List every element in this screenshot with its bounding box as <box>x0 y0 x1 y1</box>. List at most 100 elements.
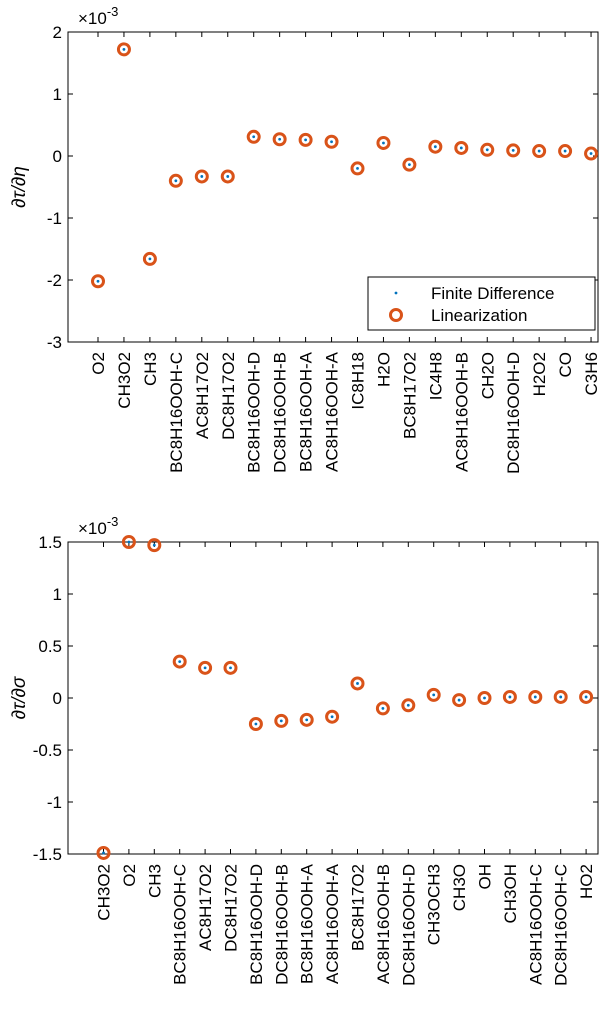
y-tick-label: 1.5 <box>38 533 62 552</box>
linearization-point <box>375 701 390 716</box>
finite-difference-point <box>408 163 411 167</box>
linearization-point <box>477 691 492 705</box>
linearization-point <box>96 845 111 860</box>
linearization-point <box>325 709 340 724</box>
chart-panel-2: -1.5 -1 -0.5 0 0.5 1 1.5 ×10-3 ∂τ/∂σ CH3O2 O2 CH3 BC… <box>9 514 599 986</box>
linearization-point <box>350 676 365 691</box>
finite-difference-point <box>252 135 256 139</box>
finite-difference-point <box>485 148 489 152</box>
x-tick-label: HO2 <box>577 864 596 899</box>
linearization-point <box>198 660 213 675</box>
x-tick-label: DC8H16OOH-D <box>504 352 523 474</box>
finite-difference-point <box>533 695 537 699</box>
x-tick-label: CH3 <box>145 864 164 898</box>
y-tick-label: -3 <box>47 333 62 352</box>
y-tick-label: -1 <box>47 793 62 812</box>
linearization-point <box>246 129 261 144</box>
finite-difference-point <box>174 179 178 183</box>
x-tick-label: BC8H17O2 <box>400 352 419 439</box>
finite-difference-point <box>178 660 182 663</box>
y-exponent-power: -3 <box>107 4 119 19</box>
linearization-point <box>194 169 209 184</box>
linearization-point <box>376 135 391 150</box>
finite-difference-point <box>330 715 334 719</box>
finite-difference-point <box>356 682 359 685</box>
x-tick-label: O2 <box>89 352 108 375</box>
y-tick-label: -0.5 <box>33 741 62 760</box>
y-tick-label: 0.5 <box>38 637 62 656</box>
linearization-point <box>428 139 443 154</box>
x-tick-label: BC8H16OOH-A <box>298 863 317 984</box>
x-tick-label: CH3O2 <box>115 352 134 409</box>
x-tick-label: DC8H17O2 <box>219 352 238 440</box>
finite-difference-point <box>122 47 126 51</box>
y-exponent-label: ×10-3 <box>78 4 118 28</box>
linearization-point <box>142 251 157 266</box>
finite-difference-point <box>563 149 567 153</box>
x-tick-label: CH2O <box>478 352 497 399</box>
linearization-point <box>248 717 263 731</box>
finite-difference-point <box>305 718 309 722</box>
finite-difference-point <box>381 707 385 710</box>
finite-difference-point <box>148 257 152 261</box>
x-tick-label: DC8H16OOH-C <box>552 864 571 986</box>
finite-difference-point <box>203 666 207 670</box>
legend-box <box>367 276 596 331</box>
linearization-point <box>121 535 136 549</box>
x-tick-label: DC8H16OOH-B <box>272 864 291 985</box>
finite-difference-point <box>330 140 333 144</box>
linearization-point <box>272 132 287 147</box>
finite-difference-point <box>152 543 156 547</box>
finite-difference-point <box>127 540 131 544</box>
linearization-point <box>220 169 235 184</box>
x-tick-label: BC8H16OOH-C <box>171 864 190 985</box>
linearization-point <box>350 161 365 176</box>
legend: Finite Difference Linearization <box>367 276 596 331</box>
finite-difference-point <box>459 146 463 150</box>
finite-difference-point <box>589 152 593 155</box>
x-tick-label: AC8H16OOH-A <box>323 863 342 984</box>
finite-difference-point <box>304 138 307 142</box>
x-tick-label: CH3OH <box>501 864 520 924</box>
finite-difference-point <box>96 279 100 283</box>
finite-difference-point <box>229 666 232 670</box>
finite-difference-point <box>584 695 588 699</box>
x-tick-label: H2O <box>374 352 393 387</box>
finite-difference-point <box>433 145 437 149</box>
y-tick-label: -1 <box>47 209 62 228</box>
linearization-point <box>532 144 547 159</box>
x-tick-label: DC8H16OOH-D <box>399 864 418 986</box>
legend-linearization-label: Linearization <box>431 306 527 325</box>
x-tick-label: AC8H16OOH-C <box>526 864 545 985</box>
legend-finite-difference-marker <box>394 291 398 295</box>
y-exponent-power: -3 <box>107 514 119 529</box>
finite-difference-point <box>279 719 283 723</box>
x-tick-label: DC8H16OOH-B <box>271 352 290 473</box>
x-tick-label: O2 <box>120 864 139 887</box>
linearization-point <box>528 689 543 704</box>
x-tick-label: AC8H16OOH-B <box>374 864 393 984</box>
linearization-point <box>506 143 521 158</box>
linearization-point <box>168 173 183 188</box>
x-tick-label: DC8H17O2 <box>222 864 241 952</box>
x-tick-label: CH3O2 <box>95 864 114 921</box>
finite-difference-point <box>356 167 359 170</box>
finite-difference-point <box>406 703 410 707</box>
x-tick-label: CH3O <box>450 864 469 911</box>
linearization-point <box>502 689 517 704</box>
linearization-point <box>558 144 573 159</box>
linearization-point <box>452 693 467 708</box>
x-tick-label: CH3OCH3 <box>425 864 444 945</box>
finite-difference-point <box>537 149 541 153</box>
finite-difference-point <box>226 175 230 178</box>
legend-linearization-marker <box>389 308 403 322</box>
x-tick-label: IC4H8 <box>426 352 445 400</box>
finite-difference-point <box>200 175 204 178</box>
linearization-point <box>91 274 105 289</box>
y-tick-label: -2 <box>47 271 62 290</box>
y-tick-label: -1.5 <box>33 845 62 864</box>
finite-difference-point <box>457 698 461 702</box>
linearization-point <box>426 687 441 702</box>
y-exponent-base: ×10 <box>78 9 107 28</box>
